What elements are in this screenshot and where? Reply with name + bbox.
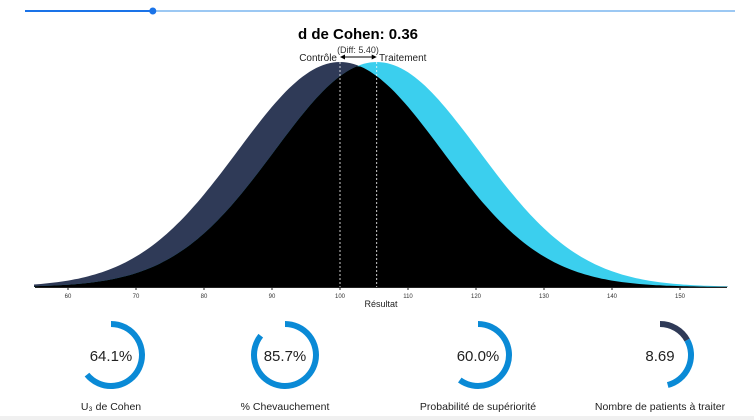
diff-label: (Diff: 5.40) <box>337 45 379 55</box>
gauge-arc <box>84 321 145 389</box>
gauge-value: 64.1% <box>90 348 133 365</box>
gauge-value: 85.7% <box>264 348 307 365</box>
gauge-label: Nombre de patients à traiter <box>595 401 726 413</box>
gauge-label: % Chevauchement <box>241 401 330 413</box>
x-tick-label: 150 <box>675 294 686 300</box>
gauge-arc-dark <box>659 321 690 342</box>
x-tick-label: 90 <box>269 294 276 300</box>
footer-bar <box>0 416 754 420</box>
gauge-value: 8.69 <box>645 348 674 365</box>
x-tick-label: 60 <box>65 294 72 300</box>
x-tick-label: 110 <box>403 294 413 300</box>
gauge-arc <box>666 338 694 388</box>
legend-treatment: Traitement <box>379 53 427 64</box>
gauge-value: 60.0% <box>457 348 500 365</box>
chart-title: d de Cohen: 0.36 <box>298 26 418 43</box>
x-axis-label: Résultat <box>364 299 398 309</box>
x-tick-label: 140 <box>607 294 618 300</box>
gauge-label: U₃ de Cohen <box>81 401 141 413</box>
x-tick-label: 120 <box>471 294 482 300</box>
slider-handle[interactable] <box>149 7 157 15</box>
legend-control: Contrôle <box>299 53 337 64</box>
gauge-label: Probabilité de supériorité <box>420 401 536 413</box>
gauge-arc <box>458 321 512 389</box>
x-tick-label: 130 <box>539 294 550 300</box>
x-tick-label: 70 <box>133 294 140 300</box>
gauge-arc <box>251 321 319 389</box>
x-tick-label: 100 <box>335 294 346 300</box>
overlap-area <box>34 66 728 287</box>
x-tick-label: 80 <box>201 294 208 300</box>
